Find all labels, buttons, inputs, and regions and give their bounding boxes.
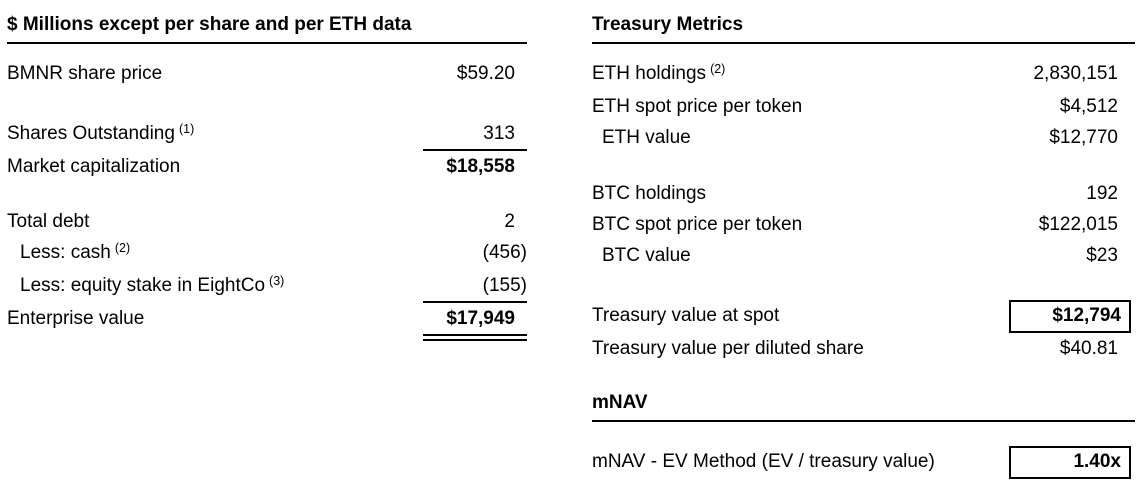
- footnote-marker: (2): [710, 62, 726, 76]
- treasury-metrics-header: Treasury Metrics: [592, 12, 1135, 44]
- row-value: $18,558: [446, 156, 515, 177]
- table-row-eth-value: ETH value $12,770: [592, 122, 1135, 153]
- row-value: $4,512: [1059, 96, 1118, 117]
- valuation-table-rows: BMNR share price $59.20 Shares Outstandi…: [7, 58, 527, 341]
- table-row-bmnr-share-price: BMNR share price $59.20: [7, 58, 527, 89]
- row-spacer: [592, 153, 1135, 178]
- row-label: BTC spot price per token: [592, 214, 803, 235]
- table-row-btc-spot-price: BTC spot price per token $122,015: [592, 209, 1135, 240]
- table-row-btc-value: BTC value $23: [592, 240, 1135, 271]
- row-value: $40.81: [1059, 338, 1118, 359]
- treasury-metrics-rows: ETH holdings (2) 2,830,151 ETH spot price…: [592, 58, 1135, 364]
- row-value: $12,770: [1049, 127, 1118, 148]
- row-value: $122,015: [1038, 214, 1118, 235]
- mnav-section-rows: mNAV - EV Method (EV / treasury value) 1…: [592, 436, 1135, 479]
- footnote-marker: (3): [269, 274, 285, 288]
- valuation-table: $ Millions except per share and per ETH …: [7, 12, 527, 341]
- row-label: BMNR share price: [7, 63, 163, 84]
- row-label: ETH spot price per token: [592, 96, 803, 117]
- row-label: BTC holdings: [592, 183, 707, 204]
- row-label: Total debt: [7, 211, 90, 232]
- row-value: 2,830,151: [1033, 63, 1118, 84]
- footnote-marker: (2): [114, 241, 131, 255]
- row-label: Less: cash (2): [7, 237, 130, 270]
- row-label-text: Shares Outstanding: [7, 123, 175, 144]
- row-label: Treasury value at spot: [592, 305, 780, 326]
- row-value: $59.20: [456, 63, 515, 84]
- row-value: 2: [504, 211, 515, 232]
- row-value-highlight-box: 1.40x: [1009, 446, 1131, 479]
- row-value: 313: [423, 118, 527, 151]
- row-value: 192: [1086, 183, 1118, 204]
- row-value: $23: [1086, 245, 1118, 266]
- row-value: (155): [423, 270, 527, 303]
- table-row-shares-outstanding: Shares Outstanding (1) 313: [7, 118, 527, 151]
- row-label: Treasury value per diluted share: [592, 338, 864, 359]
- row-spacer: [7, 182, 527, 206]
- table-row-enterprise-value: Enterprise value $17,949: [7, 303, 527, 341]
- row-label: Market capitalization: [7, 156, 181, 177]
- row-label: ETH value: [602, 127, 691, 148]
- footnote-marker: (1): [178, 122, 195, 136]
- treasury-metrics-table: Treasury Metrics ETH holdings (2) 2,830,1…: [592, 12, 1135, 479]
- row-label: Less: equity stake in EightCo (3): [7, 270, 284, 303]
- mnav-section-header: mNAV: [592, 390, 1135, 422]
- table-row-mnav-ev-method: mNAV - EV Method (EV / treasury value) 1…: [592, 446, 1135, 479]
- table-row-total-debt: Total debt 2: [7, 206, 527, 237]
- table-row-market-capitalization: Market capitalization $18,558: [7, 151, 527, 182]
- row-label: Enterprise value: [7, 308, 145, 329]
- row-spacer: [592, 436, 1135, 446]
- table-row-treasury-value-per-share: Treasury value per diluted share $40.81: [592, 333, 1135, 364]
- table-row-btc-holdings: BTC holdings 192: [592, 178, 1135, 209]
- table-row-less-cash: Less: cash (2) (456): [7, 237, 527, 270]
- table-row-treasury-value-at-spot: Treasury value at spot $12,794: [592, 300, 1135, 333]
- row-value: $17,949: [423, 303, 527, 341]
- table-row-eth-spot-price: ETH spot price per token $4,512: [592, 91, 1135, 122]
- row-label: ETH holdings (2): [592, 58, 725, 91]
- row-label: Shares Outstanding (1): [7, 118, 194, 151]
- row-value-highlight-box: $12,794: [1009, 300, 1131, 333]
- table-row-less-equity-stake: Less: equity stake in EightCo (3) (155): [7, 270, 527, 303]
- table-row-eth-holdings: ETH holdings (2) 2,830,151: [592, 58, 1135, 91]
- row-label: mNAV - EV Method (EV / treasury value): [592, 451, 935, 472]
- row-label-text: Less: equity stake in EightCo: [20, 275, 266, 296]
- row-label-text: Less: cash: [20, 242, 111, 263]
- row-spacer: [7, 89, 527, 118]
- row-label-text: ETH holdings: [592, 63, 707, 84]
- valuation-table-header: $ Millions except per share and per ETH …: [7, 12, 527, 44]
- row-spacer: [592, 271, 1135, 300]
- row-value: (456): [482, 242, 527, 263]
- row-label: BTC value: [602, 245, 691, 266]
